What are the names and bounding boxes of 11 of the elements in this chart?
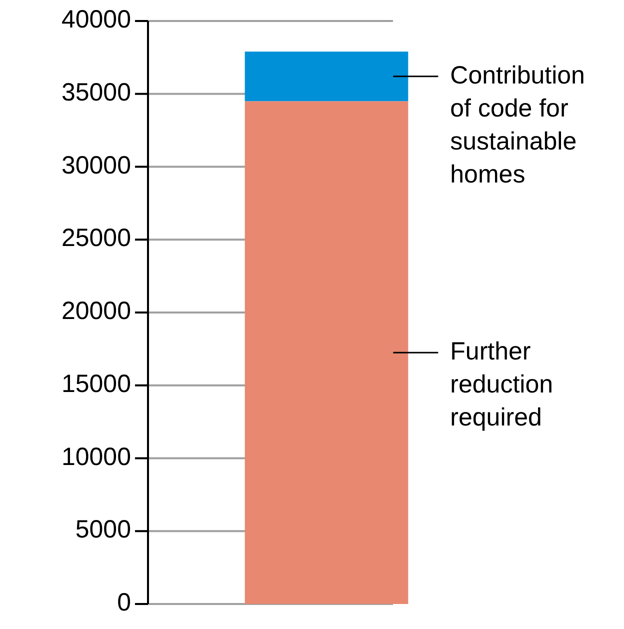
y-tick-label: 25000 (61, 224, 131, 252)
y-tick-label: 20000 (61, 297, 131, 326)
y-tick-label: 35000 (61, 78, 131, 106)
series-label: Contribution of code for sustainable homes (450, 60, 585, 188)
y-tick-label: 0 (117, 588, 131, 617)
y-tick-label: 5000 (75, 516, 131, 544)
y-tick-label: 30000 (61, 151, 131, 180)
series-label: Further reduction required (450, 337, 554, 432)
y-tick-label: 10000 (61, 442, 131, 471)
y-tick-label: 15000 (61, 370, 131, 398)
y-tick-label: 40000 (61, 6, 131, 34)
